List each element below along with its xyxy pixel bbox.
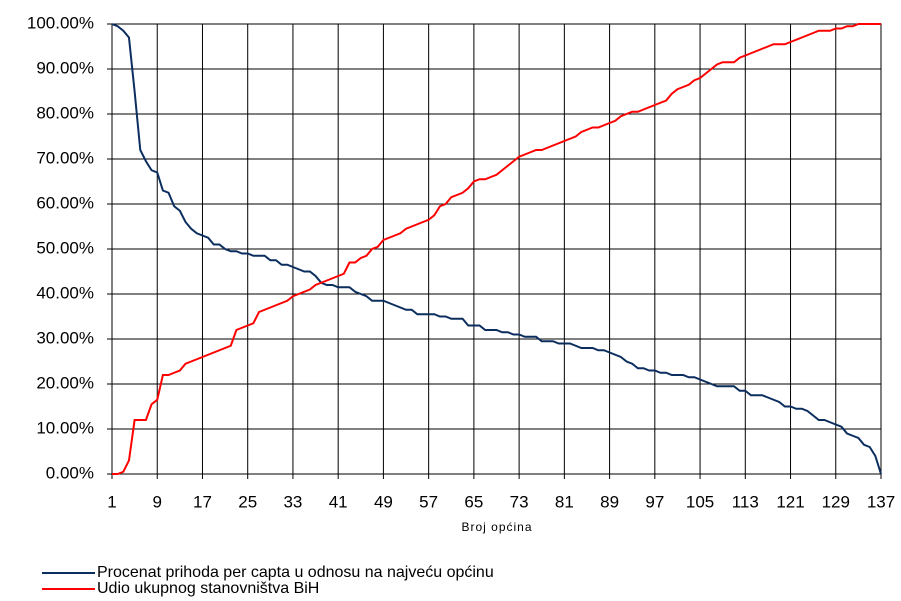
y-tick-label: 30.00% <box>36 328 94 347</box>
x-tick-label: 33 <box>283 492 302 511</box>
legend-label: Udio ukupnog stanovništva BiH <box>97 580 319 597</box>
x-tick-label: 49 <box>374 492 393 511</box>
x-tick-label: 65 <box>464 492 483 511</box>
x-tick-label: 137 <box>867 492 895 511</box>
y-tick-label: 60.00% <box>36 193 94 212</box>
x-tick-label: 89 <box>600 492 619 511</box>
y-tick-label: 90.00% <box>36 58 94 77</box>
y-tick-label: 40.00% <box>36 283 94 302</box>
y-tick-label: 70.00% <box>36 148 94 167</box>
y-tick-label: 20.00% <box>36 373 94 392</box>
x-tick-label: 97 <box>645 492 664 511</box>
x-tick-label: 129 <box>822 492 850 511</box>
y-tick-label: 10.00% <box>36 418 94 437</box>
plot-border <box>111 23 882 475</box>
x-tick-label: 17 <box>193 492 212 511</box>
x-tick-label: 57 <box>419 492 438 511</box>
x-tick-label: 81 <box>555 492 574 511</box>
series-line <box>112 23 881 475</box>
x-tick-label: 73 <box>510 492 529 511</box>
x-tick-label: 9 <box>153 492 162 511</box>
x-axis-label: Broj općina <box>461 520 532 534</box>
x-tick-label: 105 <box>686 492 714 511</box>
x-tick-label: 1 <box>107 492 116 511</box>
x-tick-label: 121 <box>776 492 804 511</box>
x-tick-label: 113 <box>732 492 759 511</box>
x-tick-label: 25 <box>238 492 257 511</box>
series-line <box>111 23 882 475</box>
y-tick-label: 50.00% <box>36 238 94 257</box>
y-tick-label: 0.00% <box>46 463 94 482</box>
legend-label: Procenat prihoda per capta u odnosu na n… <box>97 564 494 581</box>
x-tick-label: 41 <box>329 492 348 511</box>
y-tick-label: 80.00% <box>36 103 94 122</box>
y-tick-label: 100.00% <box>27 13 94 32</box>
